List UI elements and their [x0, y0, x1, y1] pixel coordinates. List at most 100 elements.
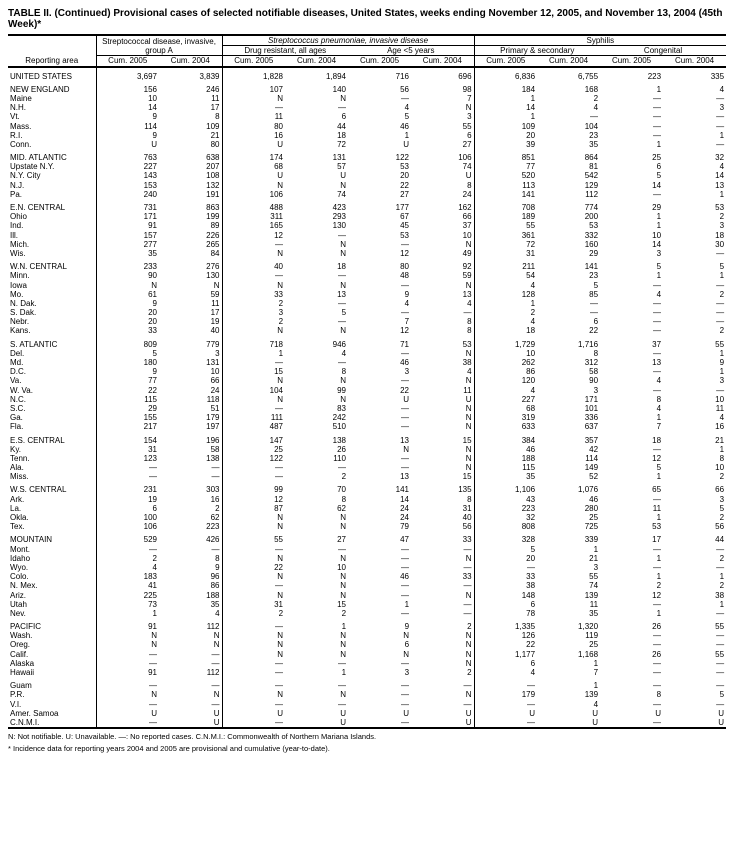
value-cell: — [159, 650, 222, 659]
value-cell: 1 [348, 131, 411, 140]
value-cell: — [222, 240, 285, 249]
value-cell: N [222, 249, 285, 258]
value-cell: 132 [159, 181, 222, 190]
value-cell: 2 [663, 554, 726, 563]
value-cell: N [285, 572, 348, 581]
table-row: C.N.M.I.—U—U—U—U—U [8, 718, 726, 728]
value-cell: U [537, 709, 600, 718]
value-cell: — [663, 677, 726, 690]
value-cell: 3 [159, 349, 222, 358]
footnote-legend: N: Not notifiable. U: Unavailable. —: No… [8, 732, 726, 741]
value-cell: — [348, 454, 411, 463]
value-cell: 53 [348, 162, 411, 171]
value-cell: 17 [159, 308, 222, 317]
value-cell: — [159, 677, 222, 690]
value-cell: N [348, 445, 411, 454]
value-cell: 851 [474, 149, 537, 162]
value-cell: 179 [159, 413, 222, 422]
value-cell: 9 [159, 563, 222, 572]
table-row: N.H.1417——4N144—3 [8, 103, 726, 112]
area-cell: Ind. [8, 221, 96, 230]
value-cell: — [222, 271, 285, 280]
area-cell: W.S. CENTRAL [8, 481, 96, 494]
value-cell: U [96, 140, 159, 149]
value-cell: 53 [348, 231, 411, 240]
col-group-syphilis: Syphilis [474, 35, 726, 46]
value-cell: 188 [159, 591, 222, 600]
value-cell: 11 [411, 386, 474, 395]
value-cell: 168 [537, 81, 600, 94]
value-cell: — [96, 700, 159, 709]
value-cell: — [285, 358, 348, 367]
value-cell: 2 [663, 290, 726, 299]
value-cell: 8 [159, 112, 222, 121]
area-cell: E.S. CENTRAL [8, 432, 96, 445]
value-cell: — [600, 281, 663, 290]
value-cell: 55 [222, 531, 285, 544]
value-cell: 183 [96, 572, 159, 581]
value-cell: 1 [96, 609, 159, 618]
value-cell: 207 [159, 162, 222, 171]
value-cell: 130 [285, 221, 348, 230]
value-cell: N [411, 404, 474, 413]
value-cell: 138 [285, 432, 348, 445]
value-cell: — [663, 563, 726, 572]
table-row: Del.5314—N108—1 [8, 349, 726, 358]
value-cell: 10 [600, 231, 663, 240]
value-cell: 280 [537, 504, 600, 513]
value-cell: 53 [600, 522, 663, 531]
value-cell: 62 [159, 513, 222, 522]
table-row: Ky.31582526NN4642—1 [8, 445, 726, 454]
value-cell: 11 [222, 112, 285, 121]
value-cell: 10 [474, 349, 537, 358]
area-cell: Alaska [8, 659, 96, 668]
value-cell: 148 [474, 591, 537, 600]
value-cell: — [663, 140, 726, 149]
value-cell: 22 [537, 326, 600, 335]
value-cell: — [222, 718, 285, 728]
value-cell: 22 [96, 386, 159, 395]
value-cell: 510 [285, 422, 348, 431]
table-row: Tenn.123138122110—N188114128 [8, 454, 726, 463]
table-row: Oreg.NNNN6N2225—— [8, 640, 726, 649]
table-row: Ga.155179111242—N31933614 [8, 413, 726, 422]
area-cell: UNITED STATES [8, 67, 96, 81]
value-cell: 2 [411, 618, 474, 631]
col-group-pneumo: Streptococcus pneumoniae, invasive disea… [222, 35, 474, 46]
value-cell: 23 [537, 271, 600, 280]
value-cell: 74 [285, 190, 348, 199]
value-cell: 9 [96, 299, 159, 308]
value-cell: 18 [600, 432, 663, 445]
value-cell: 96 [159, 572, 222, 581]
value-cell: 4 [537, 103, 600, 112]
value-cell: 3 [663, 221, 726, 230]
value-cell: 15 [411, 432, 474, 445]
value-cell: 1,106 [474, 481, 537, 494]
value-cell: 112 [159, 618, 222, 631]
value-cell: 56 [411, 522, 474, 531]
value-cell: 153 [96, 181, 159, 190]
value-cell: 18 [285, 131, 348, 140]
value-cell: 6 [474, 659, 537, 668]
area-cell: E.N. CENTRAL [8, 199, 96, 212]
value-cell: N [285, 631, 348, 640]
value-cell: 11 [663, 404, 726, 413]
value-cell: U [663, 718, 726, 728]
col-drug-resistant: Drug resistant, all ages [222, 46, 348, 56]
value-cell: N [159, 640, 222, 649]
value-cell: U [159, 718, 222, 728]
value-cell: 4 [663, 162, 726, 171]
value-cell: 8 [411, 326, 474, 335]
value-cell: — [222, 700, 285, 709]
value-cell: 1,177 [474, 650, 537, 659]
table-row: Guam———————1—— [8, 677, 726, 690]
table-row: UNITED STATES3,6973,8391,8281,8947166966… [8, 67, 726, 81]
area-cell: Hawaii [8, 668, 96, 677]
area-cell: NEW ENGLAND [8, 81, 96, 94]
value-cell: — [600, 600, 663, 609]
value-cell: N [285, 640, 348, 649]
value-cell: 80 [159, 140, 222, 149]
value-cell: 13 [600, 358, 663, 367]
value-cell: 6 [348, 640, 411, 649]
value-cell: 3 [537, 563, 600, 572]
